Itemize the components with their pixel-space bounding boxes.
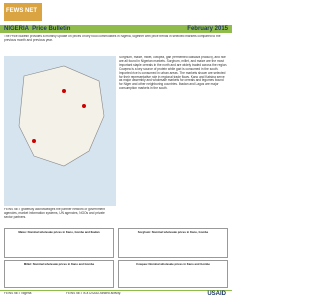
- title-bar: [0, 25, 232, 33]
- chart: Millet: Nominal wholesale prices in Kano…: [4, 260, 114, 288]
- market: [82, 104, 86, 108]
- footer-left: FEWS NET Nigeria: [4, 292, 32, 295]
- chart-title: Maize: Nominal wholesale prices in Kano,…: [18, 230, 100, 234]
- map-note: FEWS NET gratefully acknowledges the par…: [4, 208, 105, 219]
- chart: Maize: Nominal wholesale prices in Kano,…: [4, 228, 114, 258]
- footer-rule: [0, 290, 232, 291]
- body-text: Sorghum, maize, millet, cowpea, gari (fe…: [119, 56, 228, 91]
- logo: [4, 3, 42, 21]
- market: [32, 139, 36, 143]
- title: NIGERIA Price Bulletin: [4, 25, 71, 32]
- country-shape: [18, 65, 105, 167]
- chart-title: Millet: Nominal wholesale prices in Kano…: [23, 262, 95, 266]
- intro: The Price Bulletin provides a monthly up…: [4, 35, 221, 42]
- footer-logo: USAID: [207, 291, 226, 297]
- date: February 2015: [187, 25, 228, 32]
- page: FEWS NET NIGERIA Price Bulletin February…: [0, 3, 232, 297]
- market: [62, 89, 66, 93]
- footer-mid: FEWS NET is a USAID-funded activity.: [66, 292, 121, 295]
- chart: Sorghum: Nominal wholesale prices in Kan…: [118, 228, 228, 258]
- chart-title: Cowpea: Nominal wholesale prices in Kano…: [136, 262, 210, 266]
- logo-text: FEWS NET: [6, 8, 37, 14]
- chart: Cowpea: Nominal wholesale prices in Kano…: [118, 260, 228, 288]
- map: [4, 56, 116, 206]
- chart-title: Sorghum: Nominal wholesale prices in Kan…: [137, 230, 209, 234]
